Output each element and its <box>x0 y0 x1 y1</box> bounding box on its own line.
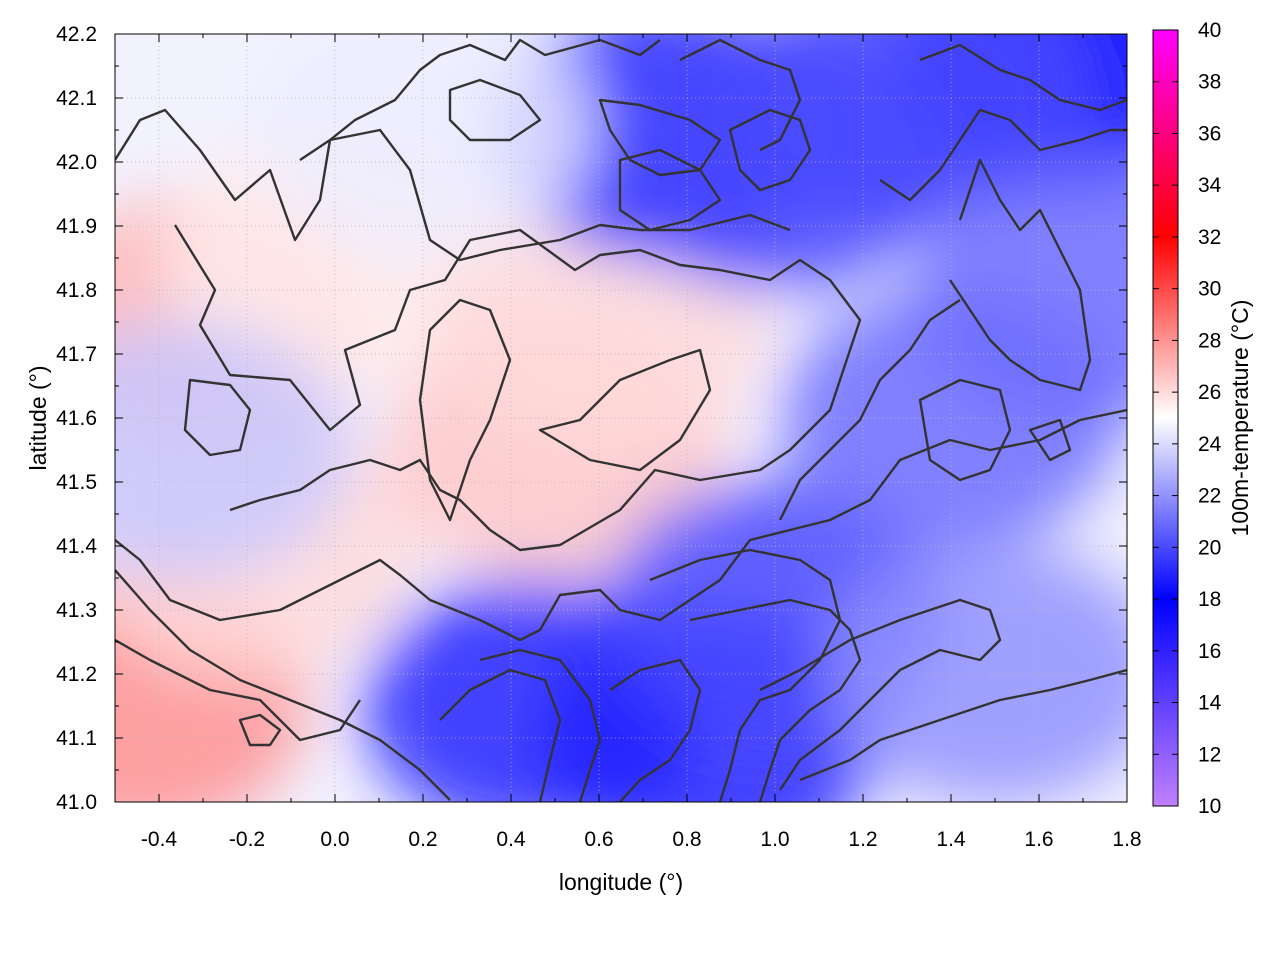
y-axis: 41.0 41.1 41.2 41.3 41.4 41.5 41.6 41.7 41.8 41.9… <box>56 23 1127 814</box>
y-tick-label: 41.9 <box>56 215 97 238</box>
contour-line <box>115 408 1127 642</box>
contour-line <box>418 298 512 522</box>
colorbar-tick-label: 26 <box>1198 381 1221 404</box>
y-tick-label: 41.5 <box>56 471 97 494</box>
x-tick-label: 1.4 <box>936 828 966 851</box>
contour-line <box>115 569 451 801</box>
contour-line <box>919 43 1127 112</box>
y-tick-label: 42.1 <box>56 87 97 110</box>
colorbar-tick-label: 10 <box>1198 795 1221 818</box>
x-tick-label: 0.0 <box>320 828 349 851</box>
plot-area <box>114 33 1128 803</box>
contour-line <box>689 598 862 802</box>
contour-line <box>799 668 1127 782</box>
colorbar-tick-label: 22 <box>1198 485 1221 508</box>
x-tick-label: 0.2 <box>408 828 437 851</box>
y-tick-label: 41.4 <box>56 535 97 558</box>
y-tick-label: 41.6 <box>56 407 97 430</box>
contour-line <box>679 38 802 152</box>
contour-line <box>879 108 1127 202</box>
colorbar-tick-label: 32 <box>1198 226 1221 249</box>
x-tick-label: 1.6 <box>1024 828 1053 851</box>
contour-line <box>115 38 661 242</box>
x-tick-label: 1.0 <box>760 828 789 851</box>
x-tick-label: 1.8 <box>1112 828 1141 851</box>
x-axis: -0.4 -0.2 0.0 0.2 0.4 0.6 0.8 1.0 1.2 1.4 1.6 1.8 <box>114 34 1142 851</box>
y-tick-label: 42.0 <box>56 151 97 174</box>
colorbar-tick-label: 38 <box>1198 71 1221 94</box>
contour-line <box>479 648 602 802</box>
y-axis-label: latitude (°) <box>25 365 51 470</box>
x-tick-label: 0.8 <box>672 828 701 851</box>
contour-line <box>759 598 1002 791</box>
y-tick-label: 41.8 <box>56 279 97 302</box>
x-tick-label: 1.2 <box>848 828 877 851</box>
heatmap-cell <box>737 34 1077 228</box>
contour-line <box>609 658 702 802</box>
x-axis-label: longitude (°) <box>559 869 683 895</box>
contour-line <box>448 78 542 142</box>
y-tick-label: 41.2 <box>56 663 97 686</box>
y-tick-label: 41.0 <box>56 791 97 814</box>
colorbar-tick-label: 18 <box>1198 588 1221 611</box>
contour-line <box>439 668 562 802</box>
contour-line <box>238 713 282 747</box>
contour-line <box>183 378 252 457</box>
colorbar-gradient <box>1152 29 1179 807</box>
contour-line <box>778 299 961 521</box>
x-tick-label: 0.6 <box>584 828 613 851</box>
y-tick-label: 42.2 <box>56 23 97 46</box>
contour-line <box>115 638 361 742</box>
x-tick-label: -0.4 <box>141 828 178 851</box>
colorbar: 10 12 14 16 18 20 22 24 26 28 30 32 34 36 38 40 100m-te… <box>1152 19 1253 818</box>
colorbar-tick-label: 30 <box>1198 278 1221 301</box>
heatmap-cell <box>825 544 1127 802</box>
colorbar-ticks: 10 12 14 16 18 20 22 24 26 28 30 32 34 36 38 40 <box>1153 19 1222 818</box>
colorbar-tick-label: 28 <box>1198 329 1221 352</box>
contour-line <box>618 148 722 232</box>
y-tick-label: 41.3 <box>56 599 97 622</box>
x-tick-label: -0.2 <box>229 828 265 851</box>
heatmap-cell <box>913 160 1127 420</box>
x-tick-label: 0.4 <box>496 828 526 851</box>
colorbar-tick-label: 24 <box>1198 433 1222 456</box>
colorbar-tick-label: 34 <box>1198 174 1222 197</box>
colorbar-tick-label: 20 <box>1198 536 1221 559</box>
contour-line <box>1028 418 1072 462</box>
colorbar-tick-label: 40 <box>1198 19 1221 42</box>
y-tick-label: 41.1 <box>56 727 97 750</box>
contour-lines <box>115 38 1127 802</box>
contour-line <box>649 548 842 802</box>
colorbar-label: 100m-temperature (°C) <box>1227 300 1253 537</box>
colorbar-tick-label: 14 <box>1198 692 1222 715</box>
colorbar-tick-label: 36 <box>1198 122 1221 145</box>
y-tick-label: 41.7 <box>56 343 97 366</box>
contour-line <box>299 128 791 262</box>
contour-line <box>538 348 712 472</box>
contour-line <box>728 108 812 192</box>
colorbar-tick-label: 12 <box>1198 743 1221 766</box>
contour-line <box>918 378 1012 482</box>
colorbar-tick-label: 16 <box>1198 640 1221 663</box>
contour-line <box>949 158 1092 392</box>
gridlines <box>115 34 1127 802</box>
